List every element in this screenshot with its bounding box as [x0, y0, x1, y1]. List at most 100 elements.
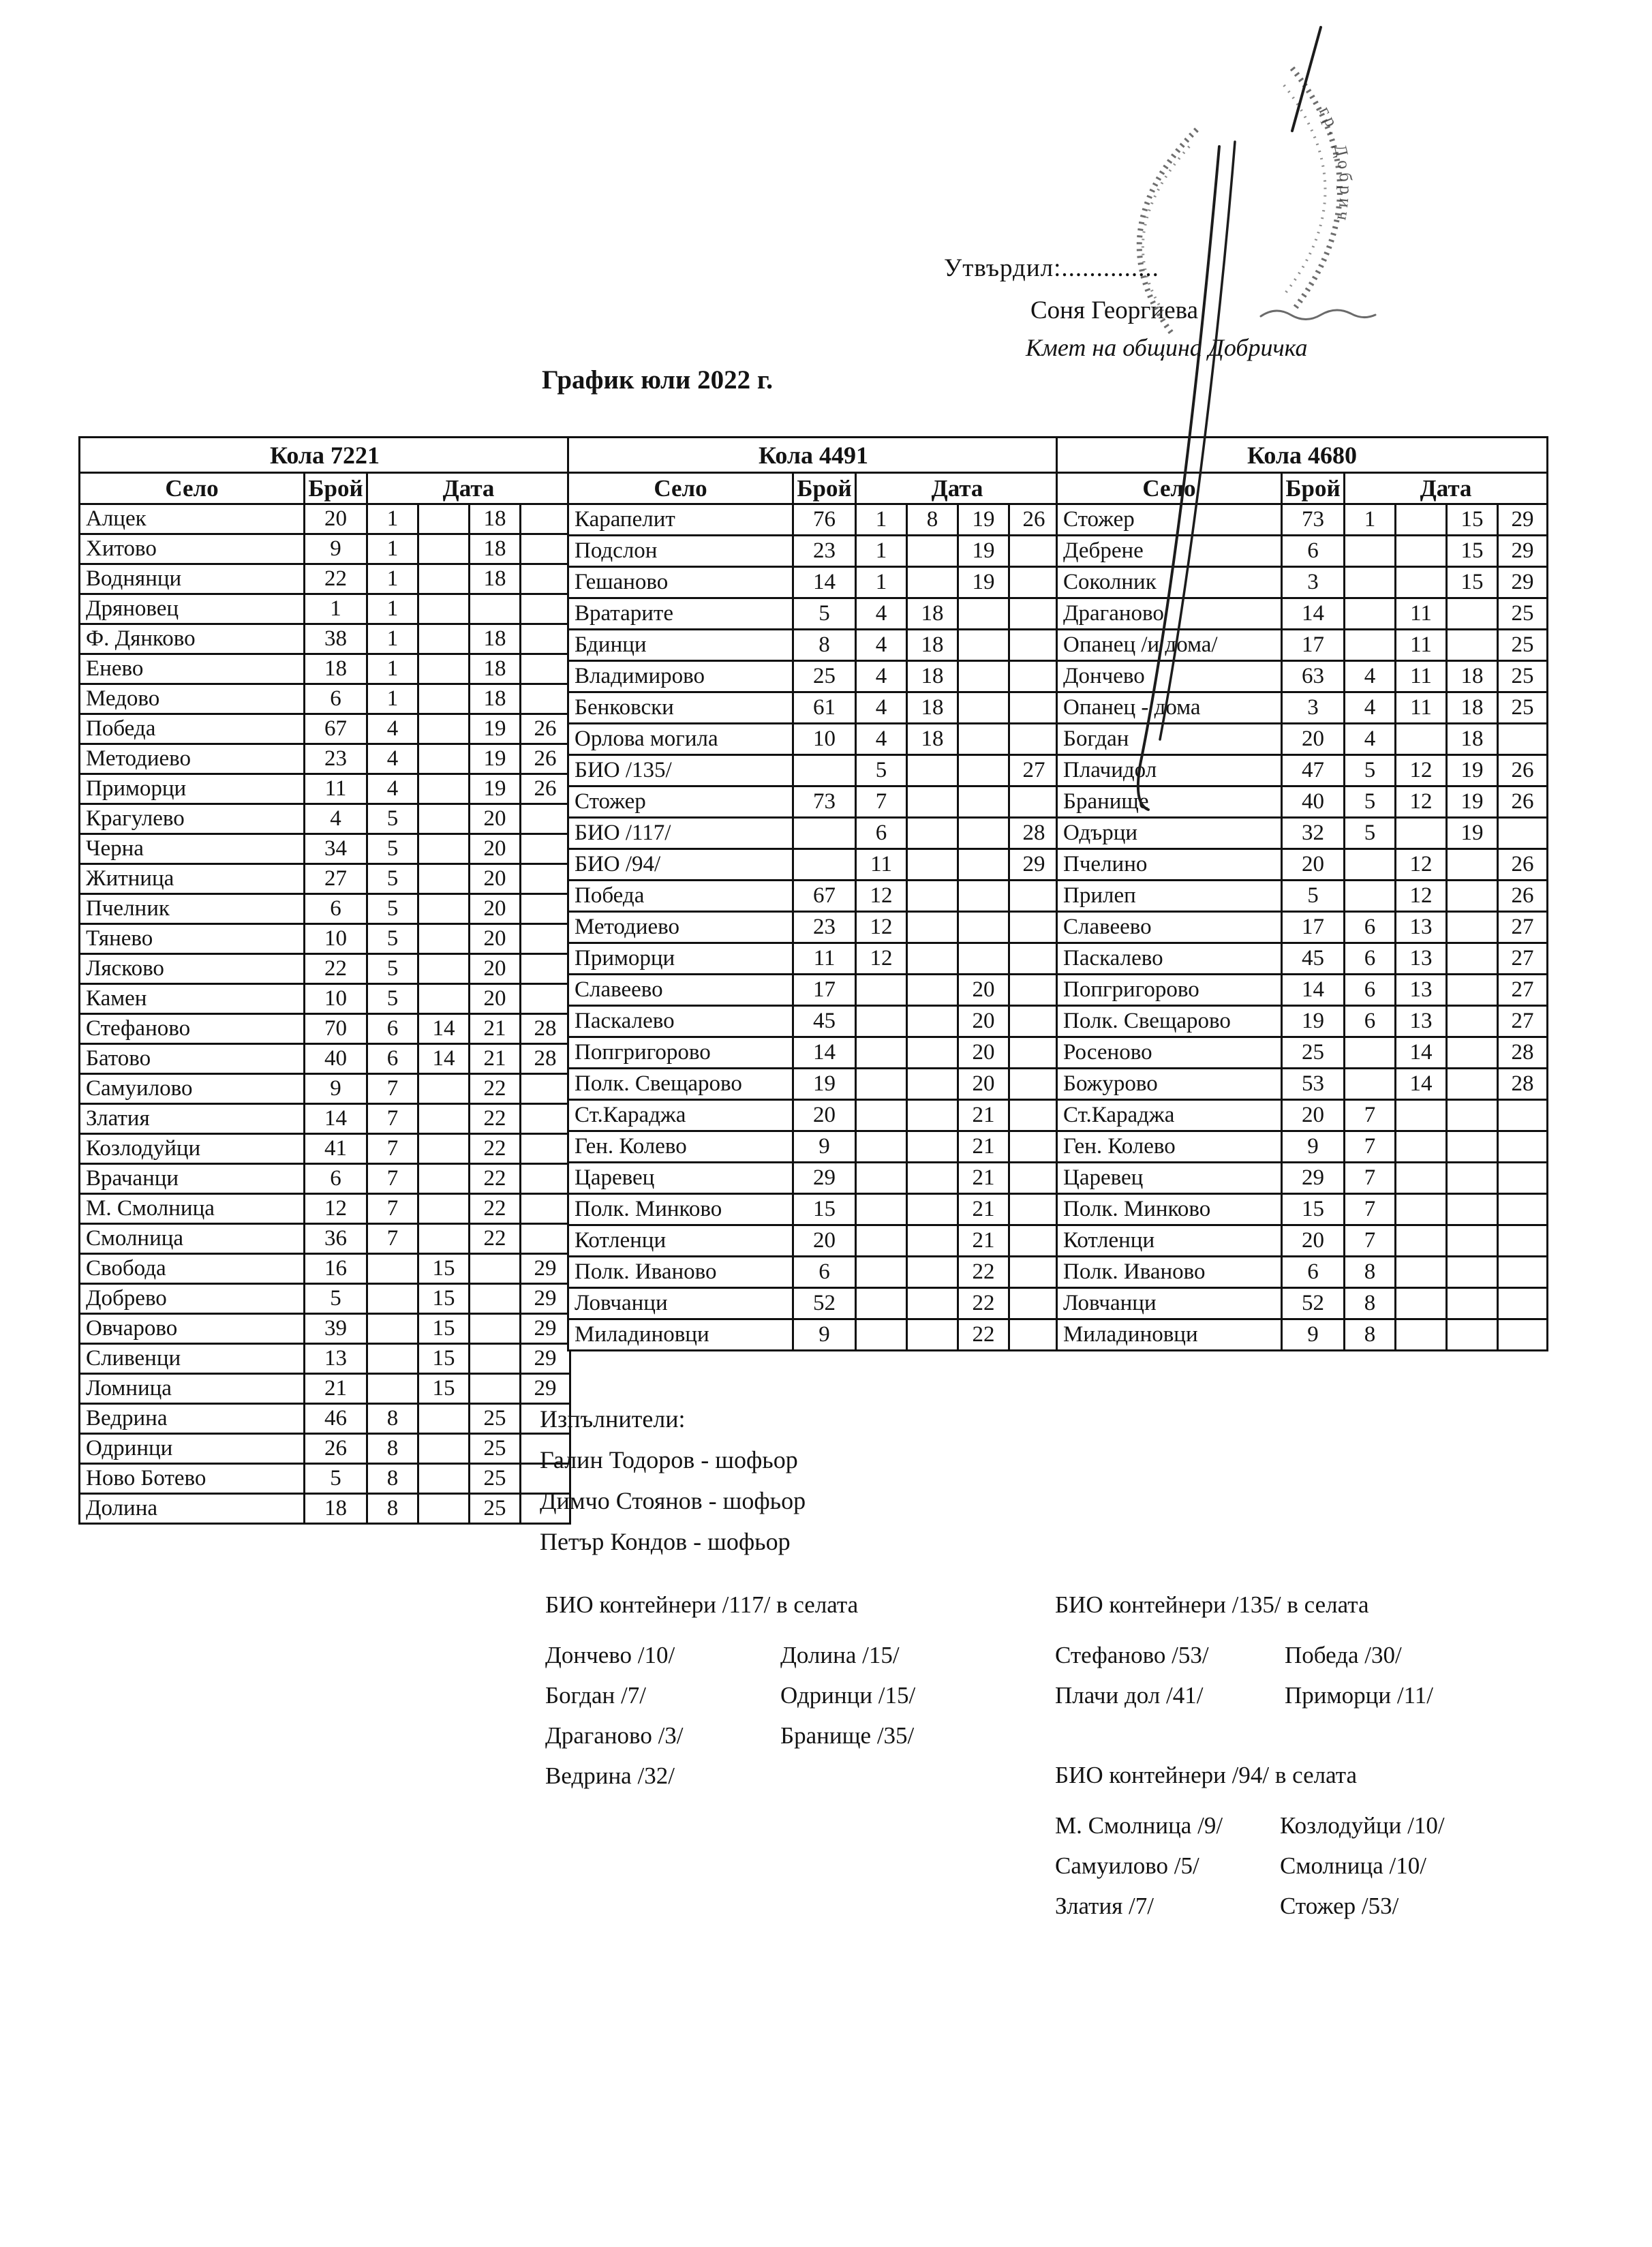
schedule-table-kola-4491: Кола 4491 Село Брой Дата Карапелит 76 1 8 19… [566, 436, 1060, 1351]
count-cell: 10 [303, 983, 368, 1015]
date-cell: 29 [519, 1283, 572, 1315]
table-row: Батово 40 6 14 21 28 [78, 1043, 572, 1075]
count-cell: 46 [303, 1403, 368, 1435]
date-cell [519, 1463, 572, 1495]
date-cell [1343, 1036, 1396, 1069]
count-cell: 15 [1281, 1193, 1345, 1226]
date-cell: 20 [468, 803, 521, 835]
date-cell: 5 [1343, 754, 1396, 787]
date-cell: 15 [1446, 503, 1499, 536]
date-cell: 28 [1496, 1036, 1549, 1069]
col-header-village: Село [78, 472, 305, 505]
date-cell [468, 1373, 521, 1405]
schedule-table-kola-7221: Кола 7221 Село Брой Дата Алцек 20 1 18 Хитов… [78, 436, 572, 1525]
village-cell: Победа [567, 879, 794, 913]
date-cell: 6 [1343, 911, 1396, 944]
village-cell: Стожер [1056, 503, 1283, 536]
date-cell [519, 1073, 572, 1105]
date-cell [417, 1433, 470, 1465]
count-cell: 9 [303, 1073, 368, 1105]
table-row: Одринци 26 8 25 [78, 1433, 572, 1465]
date-cell: 8 [906, 503, 959, 536]
date-cell [1446, 973, 1499, 1007]
village-cell: Славеево [1056, 911, 1283, 944]
date-cell: 8 [1343, 1318, 1396, 1351]
date-cell: 8 [1343, 1287, 1396, 1320]
count-cell: 73 [792, 785, 857, 819]
date-cell [957, 597, 1010, 630]
count-cell: 12 [303, 1193, 368, 1225]
date-cell: 20 [468, 893, 521, 925]
date-cell [366, 1283, 419, 1315]
count-cell: 23 [792, 534, 857, 568]
date-cell: 1 [366, 533, 419, 565]
date-cell: 18 [1446, 722, 1499, 756]
date-cell [366, 1343, 419, 1375]
village-cell: Царевец [1056, 1161, 1283, 1195]
approver-name: Соня Георгиева [1030, 296, 1199, 324]
count-cell: 6 [303, 1163, 368, 1195]
date-cell: 20 [957, 1036, 1010, 1069]
date-cell [417, 893, 470, 925]
bio-village-item: Плачи дол /41/ [1055, 1682, 1204, 1709]
date-cell [1394, 1318, 1448, 1351]
date-cell: 19 [1446, 754, 1499, 787]
stamp-arc-right [1289, 66, 1343, 312]
date-cell [906, 754, 959, 787]
date-cell [519, 683, 572, 715]
date-cell: 25 [468, 1403, 521, 1435]
date-cell [855, 1130, 908, 1163]
col-header-village: Село [1056, 472, 1283, 505]
table-row: Одърци 32 5 19 [1056, 816, 1549, 850]
count-cell: 20 [303, 503, 368, 535]
date-cell [417, 953, 470, 985]
table-row: Полк. Свещарово 19 20 [567, 1067, 1060, 1101]
count-cell: 53 [1281, 1067, 1345, 1101]
table-header-row: Село Брой Дата [78, 472, 572, 505]
date-cell: 12 [1394, 879, 1448, 913]
count-cell: 9 [1281, 1318, 1345, 1351]
table-row: Алцек 20 1 18 [78, 503, 572, 535]
table-row: Дебрене 6 15 29 [1056, 534, 1549, 568]
table-row: Паскалево 45 20 [567, 1005, 1060, 1038]
pen-squiggle [1259, 309, 1377, 320]
count-cell: 16 [303, 1253, 368, 1285]
count-cell: 15 [792, 1193, 857, 1226]
count-cell: 9 [792, 1130, 857, 1163]
village-cell: Полк. Иваново [567, 1255, 794, 1289]
table-row: Бенковски 61 4 18 [567, 691, 1060, 724]
date-cell: 4 [855, 660, 908, 693]
table-row: Сливенци 13 15 29 [78, 1343, 572, 1375]
date-cell [1496, 722, 1549, 756]
date-cell [1496, 1130, 1549, 1163]
date-cell: 22 [468, 1133, 521, 1165]
date-cell: 12 [1394, 785, 1448, 819]
date-cell [1007, 1287, 1060, 1320]
date-cell [1394, 1193, 1448, 1226]
table-row: Ловчанци 52 22 [567, 1287, 1060, 1320]
count-cell: 29 [1281, 1161, 1345, 1195]
date-cell [957, 911, 1010, 944]
table-row: Ведрина 46 8 25 [78, 1403, 572, 1435]
date-cell: 5 [855, 754, 908, 787]
date-cell: 13 [1394, 1005, 1448, 1038]
executors-list: Галин Тодоров - шофьор Димчо Стоянов - шо… [540, 1439, 806, 1562]
date-cell [1007, 1005, 1060, 1038]
village-cell: Ломница [78, 1373, 305, 1405]
date-cell: 7 [366, 1103, 419, 1135]
date-cell [906, 1224, 959, 1257]
date-cell: 29 [519, 1373, 572, 1405]
count-cell: 45 [792, 1005, 857, 1038]
bio-village-item: М. Смолница /9/ [1055, 1812, 1223, 1839]
date-cell [957, 660, 1010, 693]
village-cell: Победа [78, 713, 305, 745]
date-cell: 28 [519, 1043, 572, 1075]
date-cell: 26 [1496, 754, 1549, 787]
date-cell [468, 1283, 521, 1315]
date-cell: 22 [468, 1193, 521, 1225]
date-cell [1007, 597, 1060, 630]
date-cell [1007, 566, 1060, 599]
count-cell: 9 [792, 1318, 857, 1351]
date-cell [417, 983, 470, 1015]
count-cell: 17 [1281, 911, 1345, 944]
